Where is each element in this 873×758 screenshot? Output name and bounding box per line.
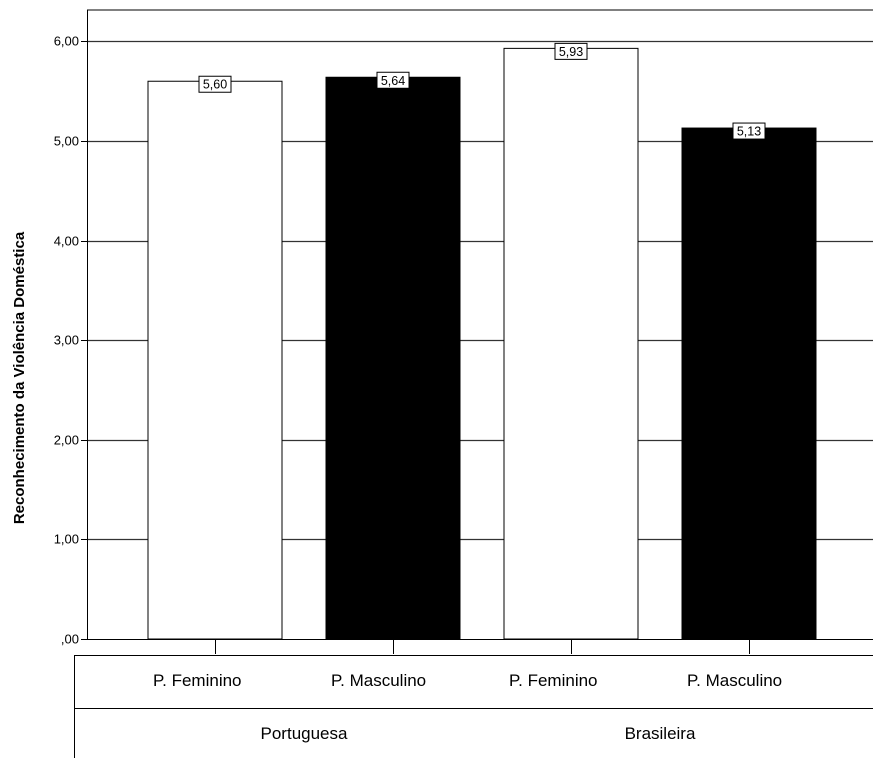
y-tick-label: ,00 bbox=[61, 632, 79, 647]
data-label-box bbox=[376, 71, 410, 89]
x-category-label: P. Feminino bbox=[509, 671, 598, 690]
data-label: 5,13 bbox=[737, 125, 761, 139]
bar bbox=[681, 127, 817, 640]
y-tick-label: 6,00 bbox=[54, 34, 79, 49]
x-axis: P. Feminino P. Masculino P. Feminino P. Mas… bbox=[74, 639, 873, 758]
y-axis: ,00 1,00 2,00 3,00 4,00 5,00 6,00 bbox=[54, 10, 88, 647]
x-category-label: P. Masculino bbox=[687, 671, 782, 690]
y-tick-label: 3,00 bbox=[54, 333, 79, 348]
x-category-label: P. Feminino bbox=[153, 671, 242, 690]
y-axis-label: Reconhecimento da Violência Doméstica bbox=[11, 231, 28, 524]
data-label-box bbox=[732, 122, 766, 140]
data-label-box bbox=[198, 75, 232, 93]
bar bbox=[325, 76, 461, 640]
data-label-box bbox=[554, 42, 588, 60]
bars: 5,60 5,64 5,93 5,13 bbox=[147, 42, 817, 640]
y-tick-label: 2,00 bbox=[54, 433, 79, 448]
y-tick-label: 4,00 bbox=[54, 234, 79, 249]
x-group-label: Portuguesa bbox=[261, 724, 348, 743]
x-category-label: P. Masculino bbox=[331, 671, 426, 690]
y-tick-label: 5,00 bbox=[54, 134, 79, 149]
y-tick-label: 1,00 bbox=[54, 532, 79, 547]
bar bbox=[147, 80, 283, 640]
data-label: 5,64 bbox=[381, 74, 405, 88]
bar bbox=[503, 47, 639, 640]
x-group-label: Brasileira bbox=[625, 724, 696, 743]
data-label: 5,60 bbox=[203, 78, 227, 92]
data-label: 5,93 bbox=[559, 45, 583, 59]
